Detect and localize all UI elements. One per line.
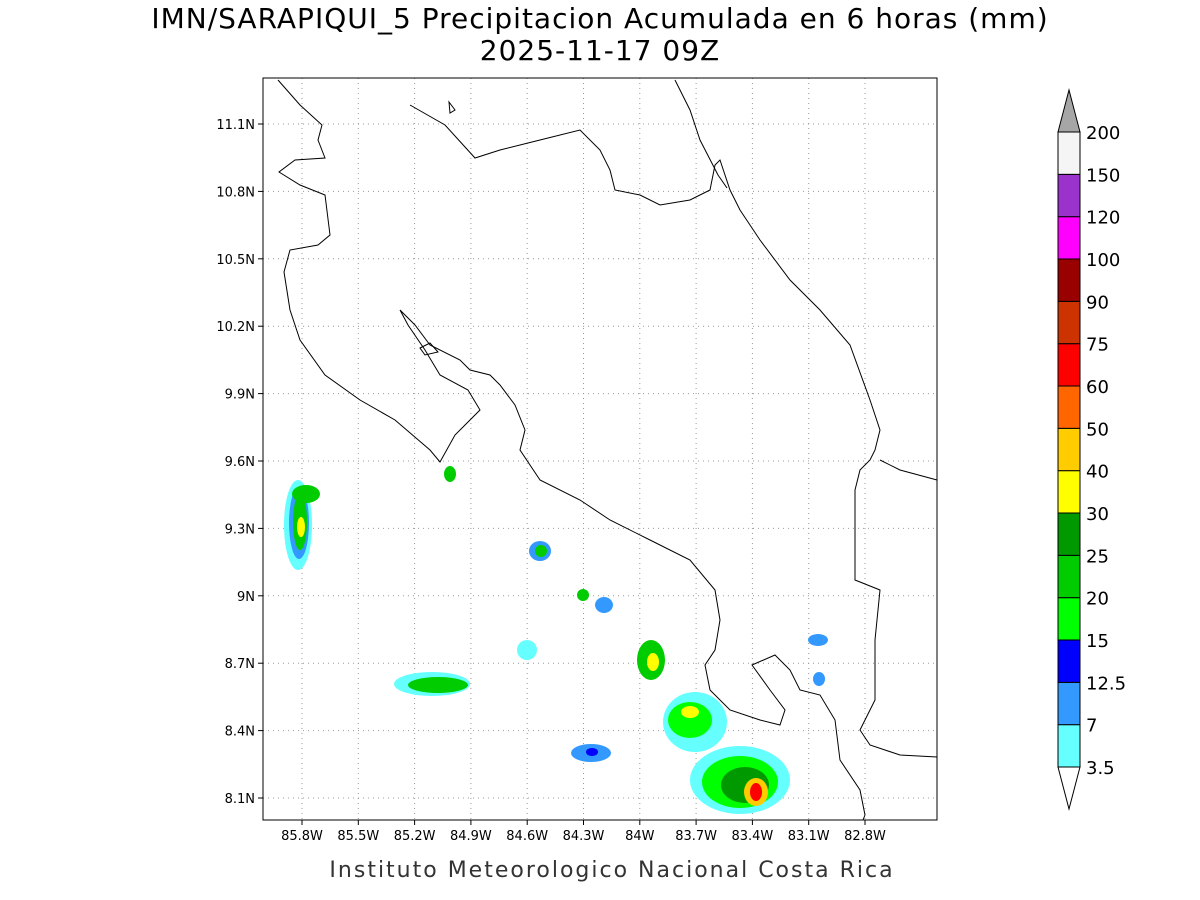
- colorbar-box: [1057, 385, 1081, 429]
- colorbar-label: 150: [1086, 165, 1120, 186]
- colorbar-box: [1057, 639, 1081, 683]
- lat-label: 9N: [237, 590, 255, 605]
- colorbar-under: [1057, 766, 1081, 811]
- colorbar-label: 60: [1086, 377, 1109, 398]
- coastline: [277, 79, 938, 821]
- colorbar-box: [1057, 216, 1081, 260]
- colorbar-over: [1057, 88, 1081, 133]
- lat-label: 8.1N: [225, 792, 255, 807]
- lon-label: 85.8W: [281, 829, 323, 844]
- colorbar-label: 50: [1086, 419, 1109, 440]
- subtitle: 2025-11-17 09Z: [480, 34, 720, 67]
- colorbar-box: [1057, 681, 1081, 726]
- colorbar-box: [1057, 554, 1081, 599]
- colorbar-label: 75: [1086, 335, 1109, 356]
- colorbar-box: [1057, 343, 1081, 387]
- colorbar-box: [1057, 173, 1081, 218]
- lat-label: 9.3N: [225, 522, 255, 537]
- colorbar-label: 25: [1086, 546, 1109, 567]
- lat-label: 8.4N: [225, 725, 255, 740]
- colorbar-box: [1057, 300, 1081, 345]
- colorbar-box: [1057, 131, 1081, 175]
- colorbar-label: 12.5: [1086, 673, 1126, 694]
- colorbar-label: 7: [1086, 716, 1097, 737]
- colorbar-box: [1057, 258, 1081, 302]
- colorbar-label: 3.5: [1086, 758, 1115, 779]
- colorbar-label: 30: [1086, 504, 1109, 525]
- colorbar-label: 90: [1086, 292, 1109, 313]
- colorbar-label: 200: [1086, 123, 1120, 144]
- lat-label: 10.8N: [216, 185, 255, 200]
- lat-label: 10.5N: [216, 253, 255, 268]
- lat-label: 9.6N: [225, 455, 255, 470]
- grid: 11.1N 10.8N 10.5N 10.2N 9.9N 9.6N 9.3N 9N 8.7N 8.…: [216, 78, 937, 844]
- lon-label: 84.3W: [563, 829, 605, 844]
- colorbar-label: 20: [1086, 589, 1109, 610]
- lon-label: 82.8W: [844, 829, 886, 844]
- lon-label: 84.9W: [450, 829, 492, 844]
- map-frame: [262, 77, 938, 821]
- colorbar-box: [1057, 512, 1081, 556]
- lon-label: 85.5W: [337, 829, 379, 844]
- colorbar-label: 100: [1086, 250, 1120, 271]
- footer: Instituto Meteorologico Nacional Costa R…: [329, 858, 894, 883]
- lat-label: 10.2N: [216, 320, 255, 335]
- title: IMN/SARAPIQUI_5 Precipitacion Acumulada …: [151, 2, 1048, 35]
- colorbar-label: 15: [1086, 631, 1109, 652]
- colorbar-label: 120: [1086, 208, 1120, 229]
- colorbar: 3.5 7 12.5 15 20 25 30 40 50 60 75 90 100 120 150 200: [1057, 88, 1126, 811]
- precipitation: [284, 466, 828, 814]
- lat-label: 11.1N: [216, 118, 255, 133]
- colorbar-label: 40: [1086, 462, 1109, 483]
- lat-label: 9.9N: [225, 388, 255, 403]
- lon-label: 83.1W: [788, 829, 830, 844]
- lon-label: 84W: [625, 829, 655, 844]
- lon-label: 83.7W: [675, 829, 717, 844]
- lon-label: 83.4W: [731, 829, 773, 844]
- lat-label: 8.7N: [225, 657, 255, 672]
- colorbar-box: [1057, 724, 1081, 768]
- colorbar-box: [1057, 470, 1081, 514]
- lon-label: 84.6W: [506, 829, 548, 844]
- colorbar-box: [1057, 597, 1081, 641]
- lon-label: 85.2W: [394, 829, 436, 844]
- colorbar-box: [1057, 427, 1081, 472]
